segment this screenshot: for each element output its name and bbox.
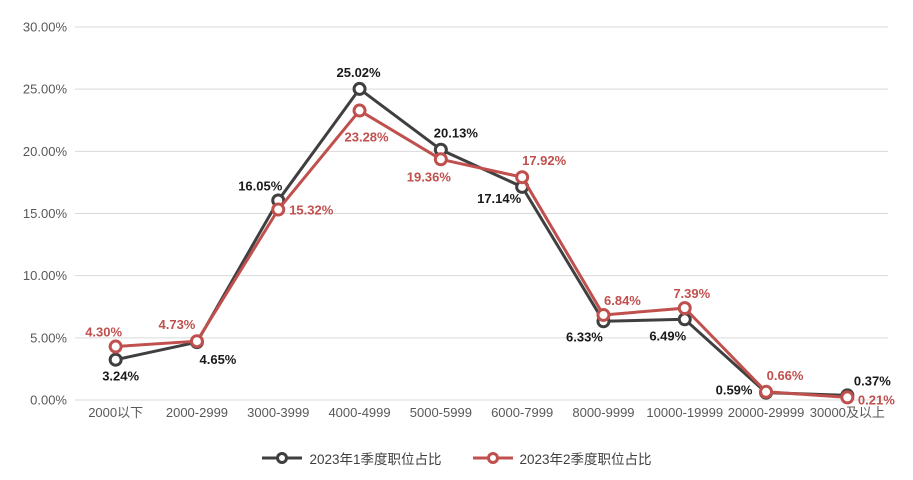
series-1-marker bbox=[271, 202, 286, 217]
legend-label-q1: 2023年1季度职位占比 bbox=[309, 452, 442, 467]
legend-label-q2: 2023年2季度职位占比 bbox=[519, 452, 652, 467]
category-label: 2000-2999 bbox=[166, 405, 228, 420]
series-0-marker bbox=[677, 312, 692, 327]
series-1-data-label: 6.84% bbox=[604, 293, 641, 308]
y-tick-label: 0.00% bbox=[30, 393, 67, 408]
series-1-marker bbox=[677, 301, 692, 316]
category-label: 20000-29999 bbox=[728, 405, 805, 420]
series-0-data-label: 25.02% bbox=[337, 65, 382, 80]
legend-marker-circle bbox=[276, 452, 289, 464]
series-1-data-label: 4.73% bbox=[159, 317, 196, 332]
series-0-data-label: 17.14% bbox=[477, 191, 522, 206]
series-1-marker bbox=[433, 152, 448, 167]
y-tick-label: 5.00% bbox=[30, 330, 67, 345]
series-1-marker bbox=[759, 384, 774, 399]
y-tick-label: 20.00% bbox=[23, 144, 68, 159]
legend-item-q1: 2023年1季度职位占比 bbox=[261, 448, 442, 468]
legend-marker-q2-icon bbox=[472, 452, 513, 464]
category-label: 2000以下 bbox=[88, 405, 143, 420]
series-1-marker bbox=[596, 307, 611, 322]
series-1-marker bbox=[840, 390, 855, 405]
chart-svg: 0.00% 5.00% 10.00% 15.00% 20.00% 25.00% 30.00%… bbox=[23, 20, 895, 421]
y-tick-label: 25.00% bbox=[23, 82, 68, 97]
series-0-marker bbox=[108, 352, 123, 367]
y-tick-label: 15.00% bbox=[23, 206, 68, 221]
category-label: 6000-7999 bbox=[491, 405, 553, 420]
series-1-data-label: 23.28% bbox=[345, 130, 390, 145]
series-0-data-label: 20.13% bbox=[434, 126, 479, 141]
series-0-data-label: 3.24% bbox=[102, 369, 139, 384]
series-0-data-label: 0.37% bbox=[854, 373, 891, 388]
series-1-data-label: 7.39% bbox=[673, 286, 710, 301]
legend-marker-q1-icon bbox=[262, 452, 303, 464]
series-0-line bbox=[114, 87, 849, 397]
legend-marker-circle bbox=[486, 452, 499, 464]
series-1-marker bbox=[108, 339, 123, 354]
series-0-data-label: 16.05% bbox=[238, 178, 283, 193]
series-1-data-label: 4.30% bbox=[85, 325, 122, 340]
series-0-data-label: 6.33% bbox=[566, 329, 603, 344]
y-tick-label: 10.00% bbox=[23, 268, 68, 283]
series-1-data-label: 19.36% bbox=[407, 169, 452, 184]
category-label: 3000-3999 bbox=[247, 405, 309, 420]
series-1-data-label: 17.92% bbox=[522, 153, 567, 168]
category-label: 10000-19999 bbox=[646, 405, 723, 420]
legend: 2023年1季度职位占比 2023年2季度职位占比 bbox=[0, 448, 913, 468]
category-label: 30000及以上 bbox=[810, 405, 885, 420]
category-label: 8000-9999 bbox=[572, 405, 634, 420]
y-tick-label: 30.00% bbox=[23, 20, 68, 35]
series-1-marker bbox=[189, 334, 204, 349]
series-0-marker bbox=[352, 81, 367, 96]
legend-item-q2: 2023年2季度职位占比 bbox=[472, 448, 652, 468]
series-1-data-label: 0.66% bbox=[767, 368, 804, 383]
series-0-data-label: 0.59% bbox=[716, 383, 753, 398]
series-0-data-label: 6.49% bbox=[649, 328, 686, 343]
series-1-line bbox=[114, 109, 849, 399]
series-1-data-label: 15.32% bbox=[289, 203, 334, 218]
series-1-data-label: 0.21% bbox=[858, 392, 895, 407]
series-1-marker bbox=[515, 170, 530, 185]
category-label: 4000-4999 bbox=[328, 405, 390, 420]
series-0-data-label: 4.65% bbox=[200, 352, 237, 367]
category-label: 5000-5999 bbox=[410, 405, 472, 420]
series-1-marker bbox=[352, 103, 367, 118]
